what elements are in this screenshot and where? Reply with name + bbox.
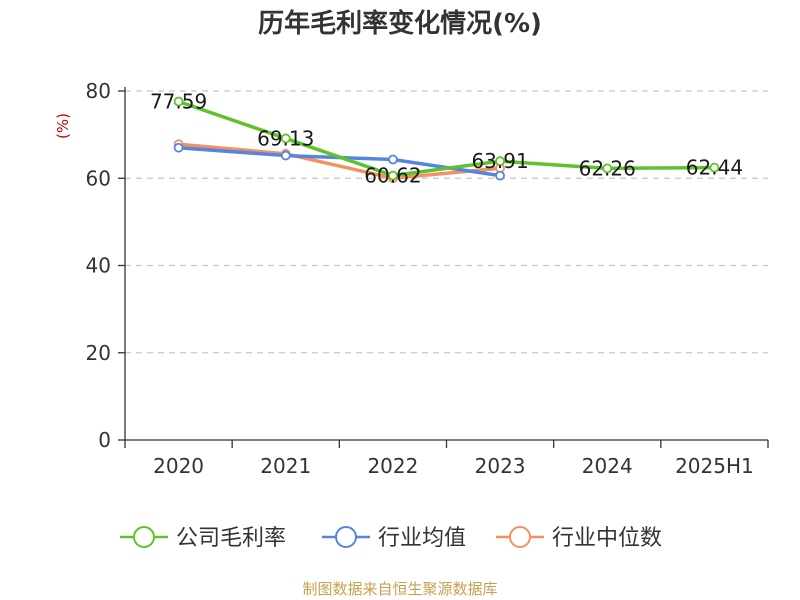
y-tick-label: 0 xyxy=(98,428,111,452)
data-label: 60.62 xyxy=(364,164,421,188)
y-tick-label: 60 xyxy=(86,166,111,190)
source-note: 制图数据来自恒生聚源数据库 xyxy=(302,580,497,598)
data-point xyxy=(495,170,505,181)
y-axis-ticks: 0 20 40 60 80 xyxy=(86,79,125,452)
y-tick-label: 20 xyxy=(86,341,111,365)
series-line xyxy=(176,142,502,180)
y-tick-label: 40 xyxy=(86,254,111,278)
legend-item: 行业中位数 xyxy=(496,526,662,551)
legend-marker-icon xyxy=(335,526,357,548)
data-point xyxy=(173,142,184,153)
x-axis-ticks: 2020 2021 2022 2023 2024 2025H1 xyxy=(124,440,769,478)
data-point xyxy=(388,170,398,181)
legend-label: 行业均值 xyxy=(378,526,466,551)
data-point xyxy=(495,156,505,167)
x-tick-label: 2021 xyxy=(260,454,311,478)
x-tick-label: 2022 xyxy=(367,454,418,478)
data-point xyxy=(173,96,184,107)
legend-item: 公司毛利率 xyxy=(120,526,286,551)
x-tick-label: 2025H1 xyxy=(675,454,754,478)
data-label: 63.91 xyxy=(471,149,528,173)
data-point xyxy=(280,133,291,144)
y-axis-unit: (%) xyxy=(54,113,72,139)
data-labels: 77.59 69.13 60.62 63.91 62.26 62.44 xyxy=(150,90,743,188)
legend-label: 行业中位数 xyxy=(552,526,662,551)
x-tick-label: 2020 xyxy=(153,454,204,478)
data-point xyxy=(709,162,720,173)
data-label: 62.26 xyxy=(579,156,636,180)
x-tick-label: 2023 xyxy=(475,454,526,478)
legend: 公司毛利率 行业均值 行业中位数 xyxy=(120,526,662,551)
data-label: 77.59 xyxy=(150,90,207,114)
series-line xyxy=(176,99,717,178)
data-point xyxy=(280,150,291,161)
data-label: 69.13 xyxy=(257,126,314,150)
x-tick-label: 2024 xyxy=(582,454,633,478)
data-point xyxy=(388,154,398,165)
legend-item: 行业均值 xyxy=(322,526,466,551)
y-tick-label: 80 xyxy=(86,79,111,103)
axes xyxy=(124,87,768,441)
data-point xyxy=(602,163,613,174)
data-label: 62.44 xyxy=(686,156,743,180)
chart-title: 历年毛利率变化情况(%) xyxy=(258,8,542,39)
grid-lines xyxy=(125,90,768,354)
legend-marker-icon xyxy=(509,526,531,548)
series-group xyxy=(173,96,720,184)
legend-marker-icon xyxy=(133,526,155,548)
legend-label: 公司毛利率 xyxy=(176,526,286,551)
